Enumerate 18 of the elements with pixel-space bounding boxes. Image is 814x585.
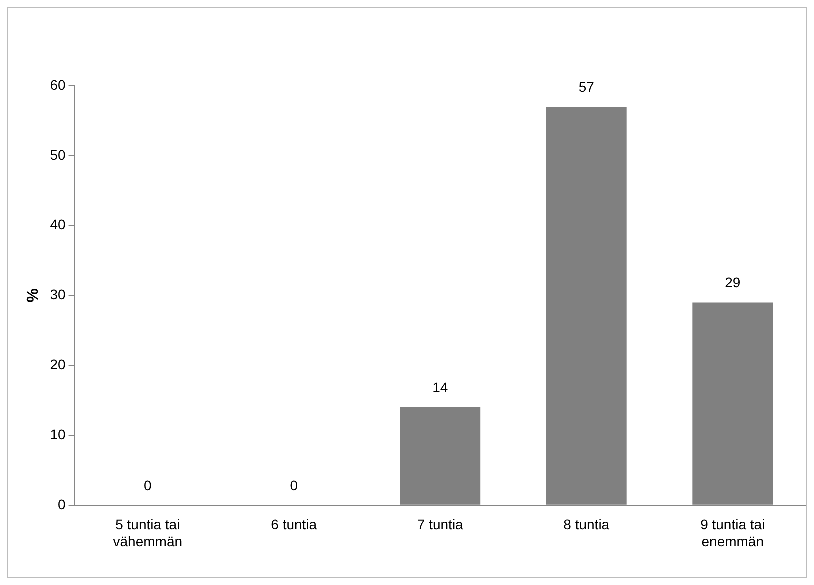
x-tick-label: 8 tuntia [564,516,610,533]
y-tick-label: 0 [58,496,66,512]
data-label: 0 [290,477,298,494]
y-tick-label: 10 [50,426,66,442]
x-tick-label: 6 tuntia [271,516,318,533]
x-tick-label: 5 tuntia tai vähemmän [113,516,183,550]
y-tick-label: 40 [50,216,66,233]
data-label: 57 [578,78,595,95]
y-axis-title: % [25,288,42,303]
y-tick-label: 20 [50,356,66,372]
y-tick-label: 30 [50,286,66,303]
y-tick-label: 60 [50,76,66,93]
y-tick-label: 50 [50,146,66,163]
data-label: 0 [144,477,152,494]
x-tick-label: 9 tuntia tai enemmän [700,516,766,550]
data-label: 29 [725,274,741,291]
data-label: 14 [432,379,448,396]
x-tick-label: 7 tuntia [417,516,464,533]
